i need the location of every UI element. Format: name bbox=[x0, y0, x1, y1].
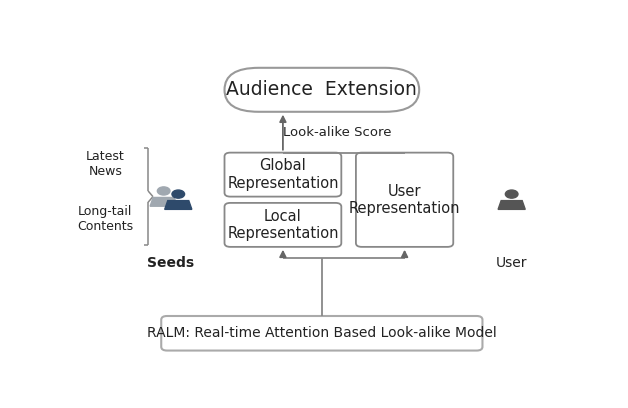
Polygon shape bbox=[165, 201, 192, 209]
Text: Audience  Extension: Audience Extension bbox=[227, 80, 417, 99]
FancyBboxPatch shape bbox=[225, 68, 420, 112]
Text: Global
Representation: Global Representation bbox=[227, 158, 338, 191]
Text: Seeds: Seeds bbox=[148, 256, 195, 271]
Text: Local
Representation: Local Representation bbox=[227, 208, 338, 241]
Circle shape bbox=[506, 190, 518, 198]
Text: Latest
News: Latest News bbox=[86, 150, 124, 177]
FancyBboxPatch shape bbox=[225, 153, 342, 197]
Text: User: User bbox=[496, 256, 528, 271]
Polygon shape bbox=[150, 197, 177, 206]
Text: Look-alike Score: Look-alike Score bbox=[283, 126, 391, 139]
FancyBboxPatch shape bbox=[225, 203, 342, 247]
FancyBboxPatch shape bbox=[356, 153, 453, 247]
Text: RALM: Real-time Attention Based Look-alike Model: RALM: Real-time Attention Based Look-ali… bbox=[147, 326, 497, 340]
Text: User
Representation: User Representation bbox=[349, 184, 460, 216]
Circle shape bbox=[172, 190, 185, 198]
Circle shape bbox=[158, 187, 170, 195]
FancyBboxPatch shape bbox=[161, 316, 482, 350]
Text: Long-tail
Contents: Long-tail Contents bbox=[77, 204, 133, 233]
Polygon shape bbox=[498, 201, 525, 209]
